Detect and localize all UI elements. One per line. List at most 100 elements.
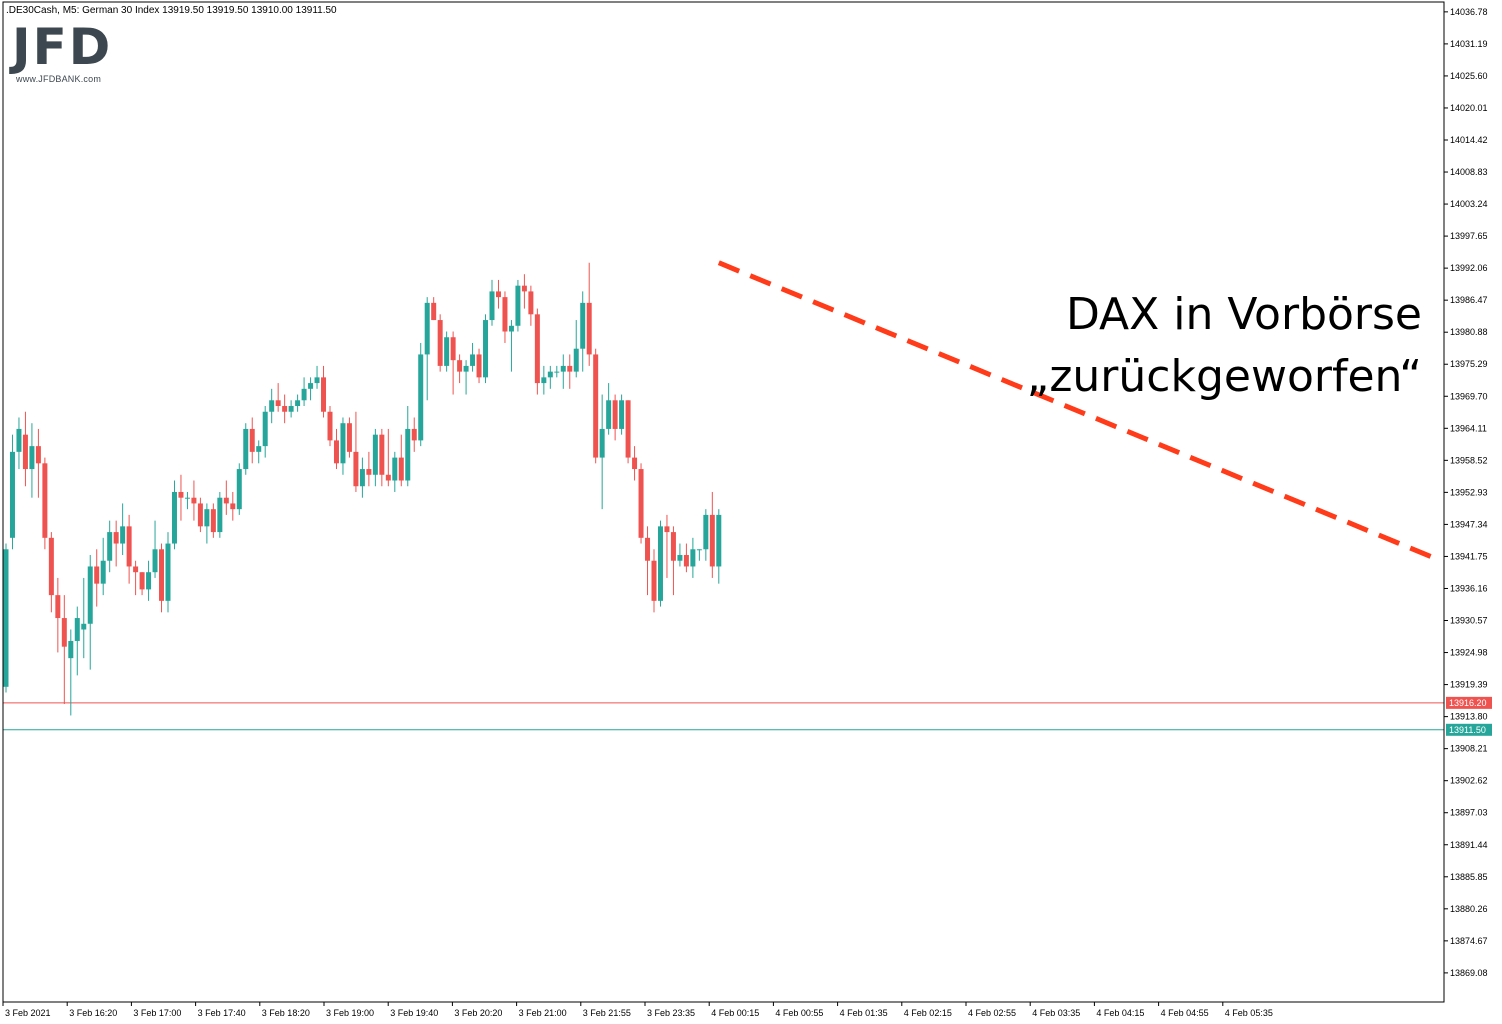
candle [223, 480, 229, 515]
candle-body [126, 526, 132, 567]
candle [586, 262, 592, 366]
candle-body [223, 497, 229, 504]
candle [573, 320, 579, 378]
candle [470, 342, 476, 372]
candle [107, 520, 113, 573]
candle [243, 423, 249, 475]
candle [703, 509, 709, 561]
candle-body [502, 297, 508, 332]
candle [463, 360, 469, 395]
candle-body [463, 365, 469, 372]
candle-body [204, 509, 210, 527]
candle [580, 291, 586, 372]
candle [327, 406, 333, 447]
candle-body [437, 320, 443, 366]
candle-body [22, 434, 28, 470]
candle-body [55, 595, 61, 619]
x-tick-label: 4 Feb 00:15 [711, 1008, 759, 1018]
candle-body [308, 383, 314, 389]
x-tick-label: 4 Feb 01:35 [840, 1008, 888, 1018]
candle [184, 491, 190, 510]
candle [353, 411, 359, 492]
x-tick-label: 4 Feb 00:55 [775, 1008, 823, 1018]
y-tick-label: 13997.65 [1450, 231, 1488, 241]
candle [657, 520, 663, 607]
candle-body [94, 566, 100, 584]
candle [716, 509, 722, 584]
candle-body [16, 428, 22, 452]
candle-body [580, 302, 586, 349]
candle [35, 428, 41, 498]
candle-body [197, 503, 203, 527]
x-tick-label: 3 Feb 17:00 [133, 1008, 181, 1018]
candle-body [521, 285, 527, 292]
candle-body [385, 474, 391, 481]
candle [632, 446, 638, 481]
candle-body [664, 526, 670, 533]
candle [346, 417, 352, 458]
candle [366, 451, 372, 487]
candle [262, 406, 268, 458]
candle [340, 417, 346, 475]
candle [541, 365, 547, 395]
candle-body [625, 400, 631, 458]
ask-price-tag [1446, 696, 1492, 709]
candle [664, 514, 670, 578]
candle [321, 365, 327, 418]
candle-body [269, 400, 275, 412]
candle-body [133, 566, 139, 573]
candle-body [353, 451, 359, 487]
candle [55, 577, 61, 653]
candle [204, 503, 210, 544]
candle [295, 394, 301, 412]
candle-body [275, 400, 281, 407]
candle-body [372, 434, 378, 475]
candle-body [282, 406, 288, 412]
x-tick-label: 4 Feb 02:15 [904, 1008, 952, 1018]
candle-body [612, 400, 618, 429]
candle [288, 400, 294, 418]
candle-body [696, 549, 702, 551]
candle [528, 285, 534, 326]
candle [275, 383, 281, 412]
candle [230, 491, 236, 521]
ask-price-tag-label: 13916.20 [1449, 698, 1487, 708]
candle [146, 560, 152, 601]
y-tick-label: 13874.67 [1450, 936, 1488, 946]
candle [534, 308, 540, 395]
y-tick-label: 13958.52 [1450, 455, 1488, 465]
candle [210, 503, 216, 538]
candle [489, 279, 495, 326]
y-tick-label: 14036.78 [1450, 7, 1488, 17]
candle [16, 417, 22, 470]
bid-price-tag-label: 13911.50 [1449, 725, 1486, 735]
candle-body [171, 491, 177, 544]
candle [385, 428, 391, 487]
bid-price-tag [1446, 723, 1492, 736]
candle-body [42, 463, 48, 538]
candle [120, 503, 126, 556]
candle-body [48, 537, 54, 596]
candle-body [120, 526, 126, 544]
x-tick-label: 3 Feb 20:20 [454, 1008, 502, 1018]
candle-body [489, 291, 495, 321]
candle-body [113, 532, 119, 544]
candle-body [366, 469, 372, 475]
candle [690, 537, 696, 578]
candle-body [107, 532, 113, 561]
candle-body [146, 572, 152, 590]
x-tick-label: 3 Feb 18:20 [262, 1008, 310, 1018]
candle-body [716, 514, 722, 567]
y-tick-label: 14020.01 [1450, 103, 1488, 113]
x-tick-label: 3 Feb 16:20 [69, 1008, 117, 1018]
candle [165, 532, 171, 613]
y-tick-label: 14025.60 [1450, 71, 1488, 81]
candle [696, 549, 702, 561]
y-tick-label: 13885.85 [1450, 872, 1488, 882]
candle [159, 543, 165, 613]
candle-body [301, 388, 307, 401]
x-tick-label: 3 Feb 17:40 [198, 1008, 246, 1018]
candle [308, 377, 314, 401]
candle [554, 365, 560, 378]
